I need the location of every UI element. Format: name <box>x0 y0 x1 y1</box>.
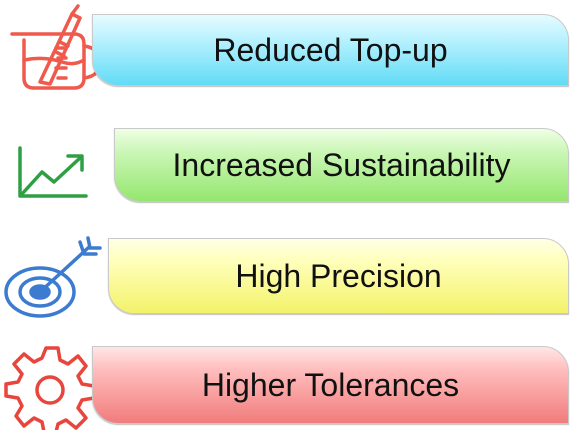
feature-label: Increased Sustainability <box>172 146 511 183</box>
target-arrow-icon <box>0 234 110 324</box>
feature-label: Higher Tolerances <box>201 366 460 403</box>
feature-banner-1: Reduced Top-up <box>92 14 569 86</box>
gear-icon <box>0 340 100 430</box>
feature-row-higher-tolerances: Higher Tolerances <box>0 330 571 430</box>
feature-row-increased-sustainability: Increased Sustainability <box>0 110 571 210</box>
feature-row-high-precision: High Precision <box>0 222 571 322</box>
feature-row-reduced-top-up: Reduced Top-up <box>0 0 571 100</box>
trend-up-chart-icon <box>0 130 100 210</box>
feature-banner-2: Increased Sustainability <box>114 128 569 202</box>
feature-label: Reduced Top-up <box>213 31 448 68</box>
feature-banner-4: Higher Tolerances <box>92 346 569 424</box>
feature-banner-3: High Precision <box>108 238 569 314</box>
beaker-pipette-icon <box>0 4 120 94</box>
feature-label: High Precision <box>235 257 442 294</box>
